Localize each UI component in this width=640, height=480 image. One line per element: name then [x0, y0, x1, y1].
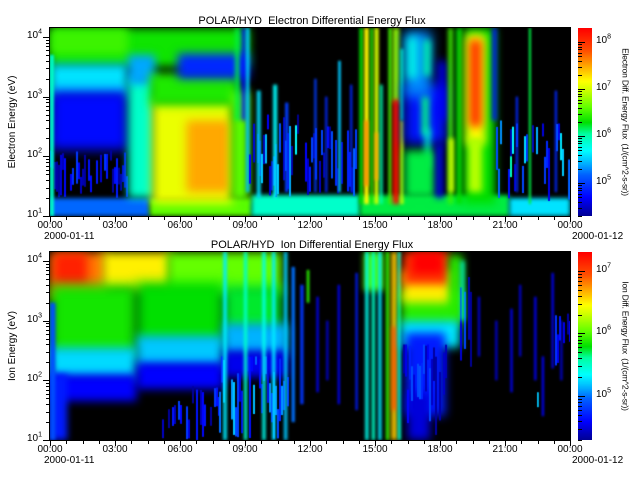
x-tick-label: 09:00 — [232, 220, 258, 231]
colorbar-tick-label: 105 — [596, 174, 612, 187]
ion-spectrogram — [50, 252, 570, 440]
colorbar-tick-label: 105 — [596, 387, 612, 400]
electron-colorbar — [578, 28, 592, 216]
x-tick-label: 03:00 — [102, 444, 128, 455]
end-date-label: 2000-01-12 — [572, 231, 624, 242]
y-tick-label: 103 — [26, 312, 42, 325]
x-tick-label: 06:00 — [167, 220, 193, 231]
y-tick-label: 102 — [26, 371, 42, 384]
x-tick-label: 00:00 — [37, 220, 63, 231]
colorbar-tick-label: 106 — [596, 127, 612, 140]
x-tick-label: 00:00 — [37, 444, 63, 455]
x-tick-label: 12:00 — [297, 444, 323, 455]
x-tick-label: 15:00 — [362, 220, 388, 231]
x-tick-label: 03:00 — [102, 220, 128, 231]
x-tick-label: 18:00 — [427, 444, 453, 455]
electron-colorbar-label: Electron Diff. Energy Flux (1/(cm^2-s-sr… — [620, 48, 631, 196]
x-tick-label: 06:00 — [167, 444, 193, 455]
end-date-label: 2000-01-12 — [572, 455, 624, 466]
y-tick-label: 104 — [26, 28, 42, 41]
electron-panel-title: POLAR/HYD Electron Differential Energy F… — [198, 15, 426, 27]
start-date-label: 2000-01-11 — [44, 455, 95, 466]
x-tick-label: 15:00 — [362, 444, 388, 455]
y-tick-label: 103 — [26, 88, 42, 101]
x-tick-label: 21:00 — [492, 220, 518, 231]
colorbar-tick-label: 107 — [596, 80, 612, 93]
y-tick-label: 104 — [26, 252, 42, 265]
y-tick-label: 101 — [26, 207, 42, 220]
ion-colorbar — [578, 252, 592, 440]
ion-colorbar-label: Ion Diff. Energy Flux (1/(cm^2-s-sr)) — [620, 281, 631, 411]
x-tick-label: 18:00 — [427, 220, 453, 231]
start-date-label: 2000-01-11 — [44, 231, 95, 242]
y-tick-label: 102 — [26, 147, 42, 160]
x-tick-label: 09:00 — [232, 444, 258, 455]
y-tick-label: 101 — [26, 431, 42, 444]
electron-spectrogram — [50, 28, 570, 216]
colorbar-tick-label: 108 — [596, 33, 612, 46]
colorbar-tick-label: 107 — [596, 262, 612, 275]
ion-panel-title: POLAR/HYD Ion Differential Energy Flux — [210, 239, 414, 251]
x-tick-label: 12:00 — [297, 220, 323, 231]
x-tick-label: 21:00 — [492, 444, 518, 455]
colorbar-tick-label: 106 — [596, 324, 612, 337]
x-tick-label: 00:00 — [557, 220, 583, 231]
x-tick-label: 00:00 — [557, 444, 583, 455]
